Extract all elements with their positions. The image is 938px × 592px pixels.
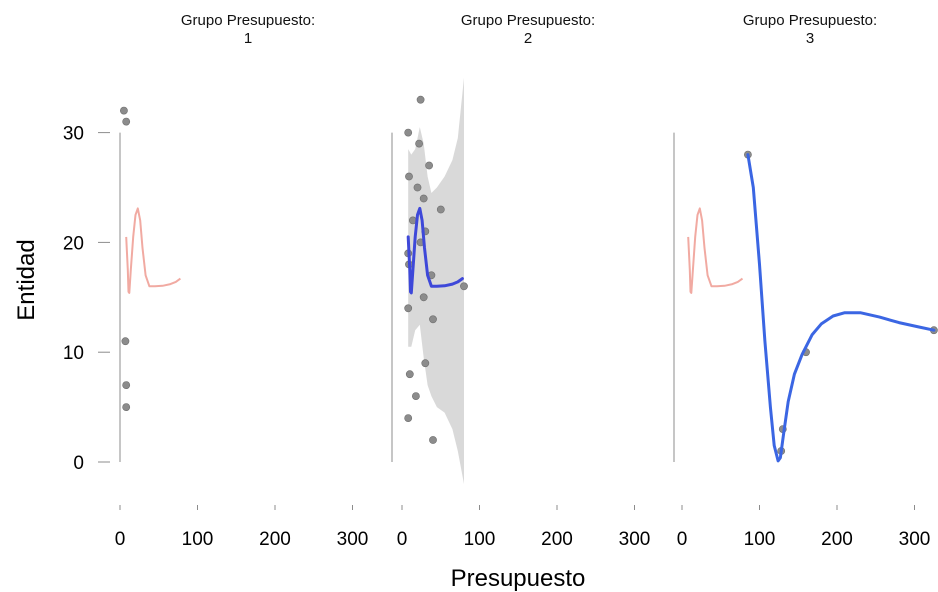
- x-tick-label: 200: [541, 529, 573, 550]
- panel-title-line1: Grupo Presupuesto:: [461, 12, 595, 29]
- y-tick-label: 30: [63, 124, 84, 145]
- x-tick-label: 100: [744, 529, 776, 550]
- data-point: [429, 315, 437, 324]
- data-point: [416, 95, 425, 104]
- facet-panel-1: Grupo Presupuesto:1 0 100 200 300: [115, 12, 369, 550]
- data-point: [122, 381, 131, 389]
- data-point: [429, 436, 437, 444]
- data-point: [121, 337, 130, 346]
- data-point: [411, 392, 420, 400]
- x-tick-label: 100: [464, 529, 496, 550]
- reference-fit-line: [125, 207, 181, 294]
- x-tick-label: 200: [821, 529, 853, 550]
- x-tick-label: 0: [115, 529, 126, 550]
- x-tick-label: 0: [677, 529, 688, 550]
- panel-title-line2: 2: [524, 30, 532, 47]
- data-point: [421, 359, 430, 368]
- fit-line: [746, 153, 936, 463]
- panel-title-line2: 1: [244, 30, 252, 47]
- data-point: [436, 205, 445, 214]
- y-tick-label: 10: [63, 343, 84, 364]
- data-point: [404, 304, 413, 313]
- panel-title-line1: Grupo Presupuesto:: [743, 12, 877, 29]
- data-point: [419, 293, 428, 302]
- x-tick-label: 100: [182, 529, 214, 550]
- reference-fit-line: [687, 207, 744, 294]
- x-tick-label: 300: [899, 529, 931, 550]
- data-point: [419, 194, 428, 203]
- data-point: [415, 139, 423, 148]
- data-point: [425, 161, 433, 170]
- fit-line: [406, 206, 464, 295]
- data-point: [122, 403, 131, 411]
- x-tick-label: 300: [337, 529, 369, 550]
- data-point: [460, 282, 468, 291]
- data-point: [405, 370, 414, 379]
- data-point: [413, 183, 422, 192]
- x-tick-label: 200: [259, 529, 291, 550]
- facet-panel-3: Grupo Presupuesto:3 0 100 200 300: [673, 12, 938, 550]
- y-axis: 0 10 20 30: [63, 124, 121, 474]
- x-tick-label: 0: [397, 529, 408, 550]
- data-point: [404, 414, 413, 422]
- facet-panel-2: Grupo Presupuesto:2 0 100 200 300: [391, 12, 651, 550]
- confidence-ribbon: [408, 77, 464, 484]
- y-axis-title: Entidad: [13, 239, 40, 320]
- data-point: [122, 117, 131, 126]
- y-tick-label: 20: [63, 233, 84, 254]
- x-axis-title: Presupuesto: [451, 565, 586, 592]
- data-point: [404, 128, 413, 137]
- y-tick-label: 0: [73, 453, 84, 474]
- data-point: [120, 106, 128, 115]
- panel-title-line2: 3: [806, 30, 814, 47]
- panel-title-line1: Grupo Presupuesto:: [181, 12, 315, 29]
- x-tick-label: 300: [619, 529, 651, 550]
- data-point: [405, 172, 413, 181]
